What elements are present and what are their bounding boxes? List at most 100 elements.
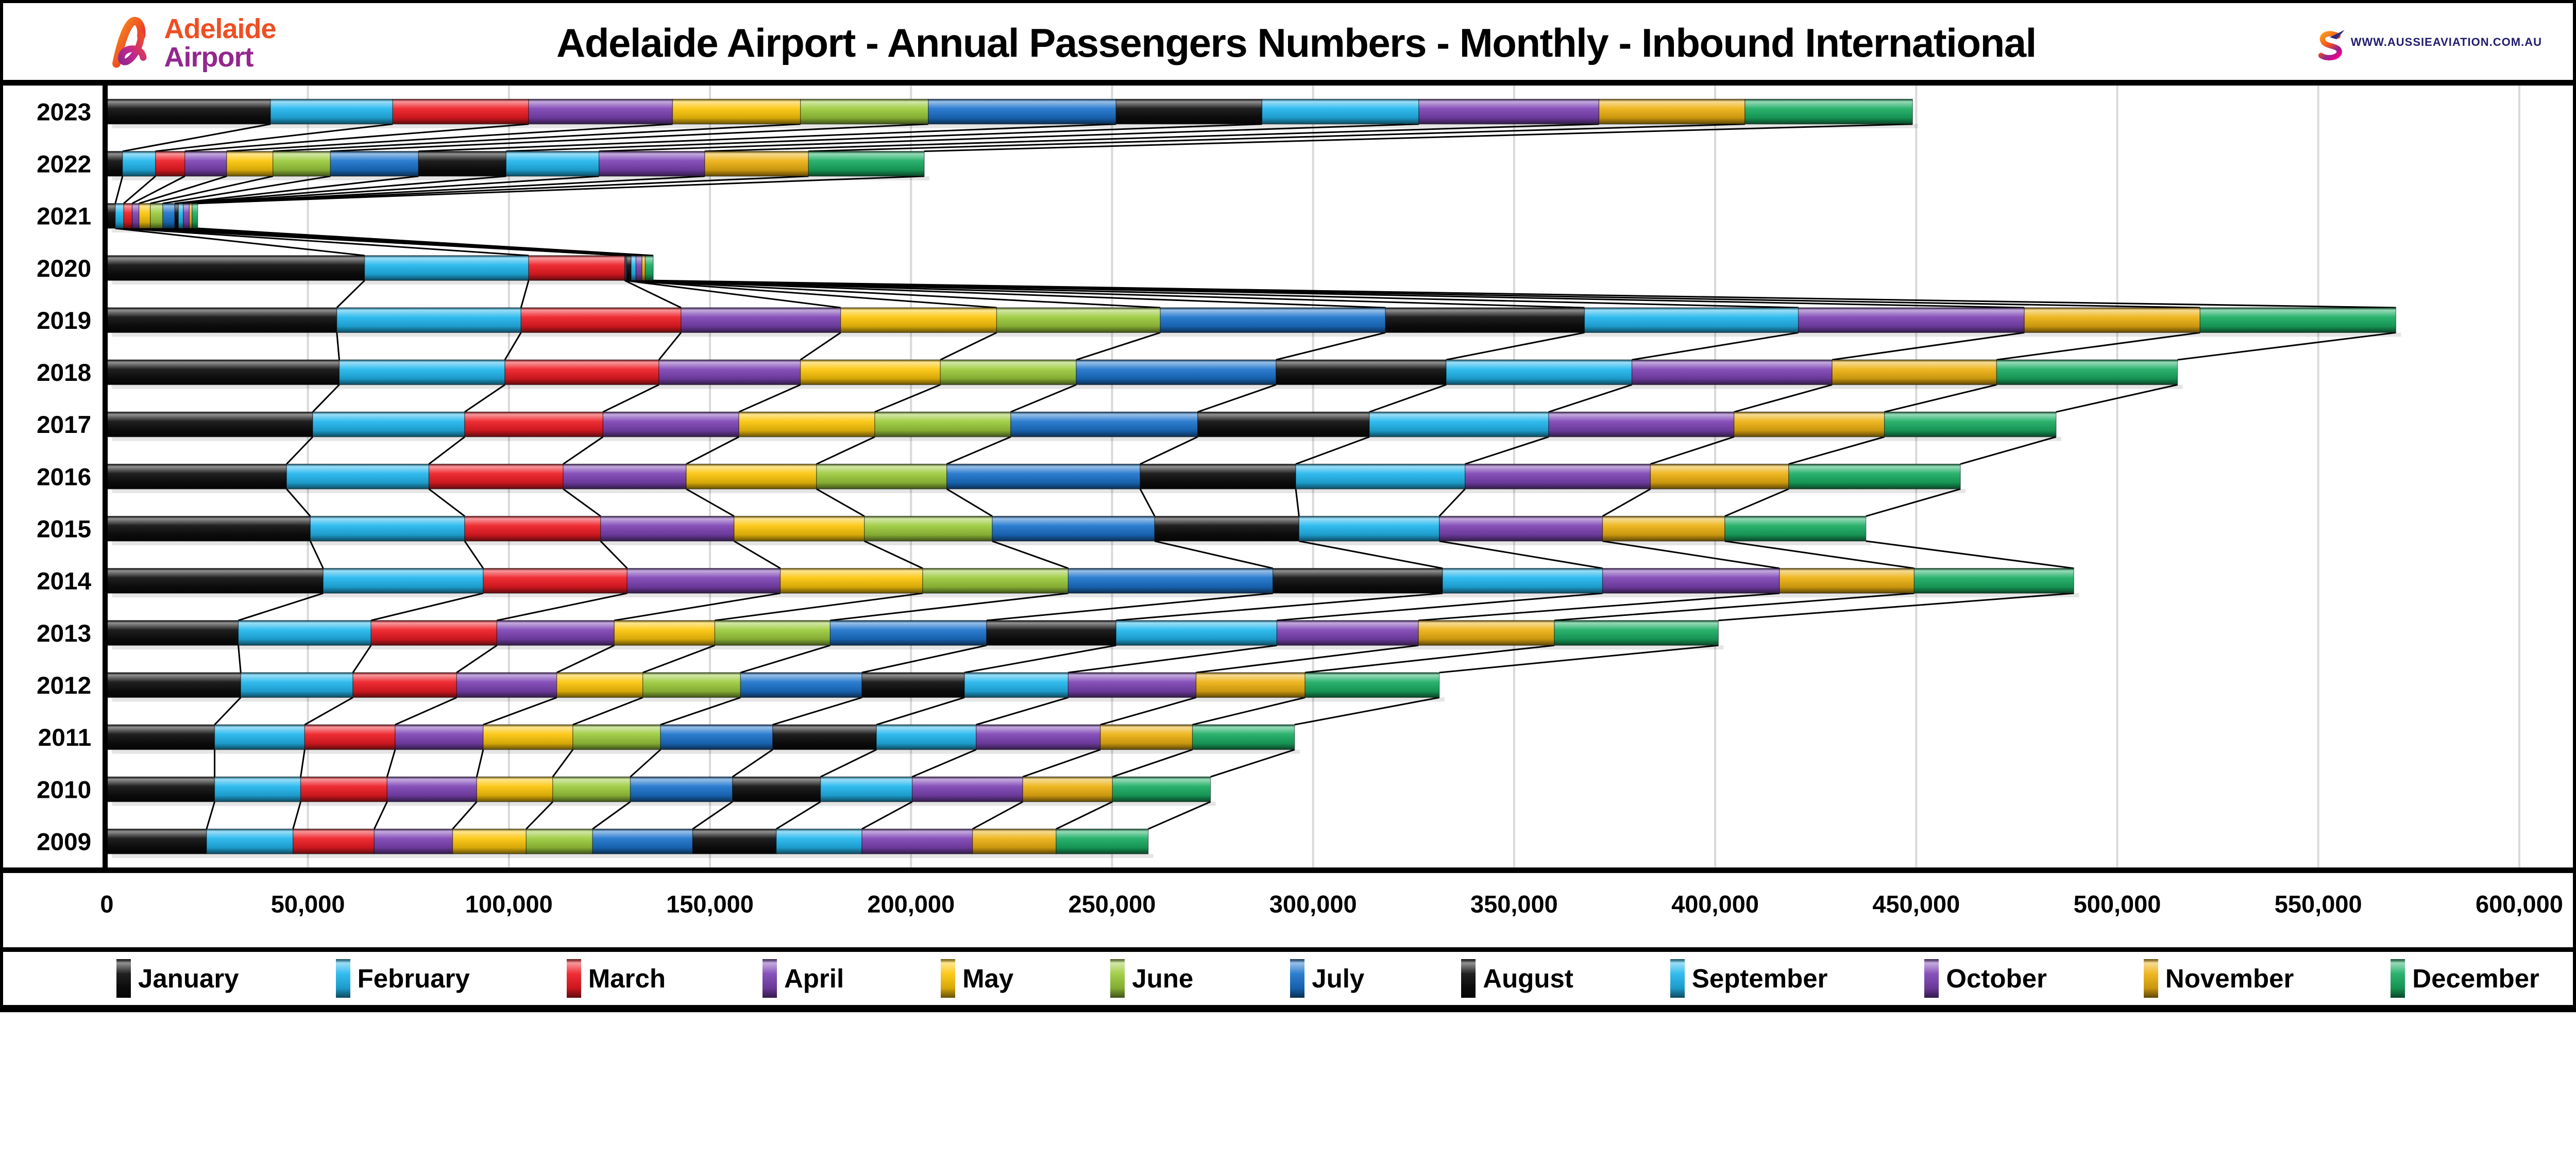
bar-segment-2014-april (626, 568, 781, 594)
series-line (556, 644, 615, 674)
bar-segment-2022-april (184, 150, 227, 177)
series-line (312, 384, 340, 413)
bar-segment-2022-july (330, 150, 419, 177)
series-line (1369, 384, 1447, 413)
series-line (352, 645, 372, 673)
series-line (600, 540, 628, 569)
bar-segment-2023-november (1598, 98, 1745, 125)
series-line (150, 175, 274, 205)
x-axis-label: 150,000 (666, 890, 754, 917)
series-line (1010, 384, 1077, 413)
series-line (924, 123, 1913, 153)
series-line (206, 801, 216, 829)
bar-segment-2022-december (808, 150, 925, 177)
series-line (1100, 696, 1196, 726)
bar-shadow (112, 332, 2401, 337)
x-axis-label: 600,000 (2476, 890, 2563, 917)
bar-segment-2016-february (286, 463, 430, 490)
series-line (1439, 644, 1719, 674)
series-line (184, 123, 529, 153)
series-line (1788, 436, 1885, 465)
aussie-aviation-logo: WWW.AUSSIEAVIATION.COM.AU (2316, 22, 2542, 65)
legend-item-october: October (1924, 959, 2047, 998)
bar-segment-2018-july (1076, 359, 1277, 386)
bar-segment-2014-march (483, 568, 628, 594)
series-line (1140, 436, 1198, 465)
bar-segment-2019-june (996, 307, 1161, 333)
y-axis-label-2021: 2021 (37, 203, 91, 230)
series-line (506, 123, 1262, 153)
legend-label: March (588, 963, 666, 993)
bar-segment-2023-july (928, 98, 1116, 125)
bar-segment-2023-march (392, 98, 529, 125)
y-axis-label-2009: 2009 (37, 828, 91, 856)
series-line (483, 696, 557, 726)
bar-segment-2017-august (1197, 411, 1370, 438)
series-line (1832, 331, 2025, 361)
bar-segment-2015-march (464, 515, 601, 542)
bar-segment-2010-september (820, 776, 913, 802)
bar-segment-2023-december (1744, 98, 1913, 125)
bar-segment-2012-january (106, 672, 241, 698)
bar-segment-2019-january (106, 307, 337, 333)
legend-item-september: September (1670, 959, 1827, 998)
series-line (715, 592, 923, 622)
series-line (192, 175, 809, 205)
bar-segment-2009-july (592, 828, 693, 854)
series-line (592, 801, 631, 830)
bar-segment-2014-october (1602, 568, 1780, 594)
bar-segment-2010-april (386, 776, 478, 802)
bar-segment-2012-november (1195, 672, 1306, 698)
series-line (864, 540, 923, 569)
bar-segment-2017-february (312, 411, 465, 438)
bar-segment-2013-september (1115, 620, 1278, 646)
x-axis-label: 400,000 (1671, 890, 1759, 917)
bar-segment-2017-march (464, 411, 604, 438)
bar-segment-2012-march (352, 672, 457, 698)
series-line (1210, 749, 1295, 778)
bar-shadow (112, 280, 659, 285)
aussie-aviation-url: WWW.AUSSIEAVIATION.COM.AU (2350, 36, 2542, 48)
bar-segment-2018-april (658, 359, 801, 386)
bar-segment-2018-august (1276, 359, 1447, 386)
bar-segment-2014-september (1442, 568, 1603, 594)
series-line (614, 592, 781, 622)
series-line (1294, 696, 1440, 726)
bar-segment-2015-february (310, 515, 465, 542)
series-line (162, 175, 331, 205)
legend-item-march: March (566, 959, 666, 998)
legend-item-february: February (335, 959, 470, 998)
bar-segment-2023-january (106, 98, 271, 125)
series-line (625, 279, 1161, 309)
stacked-bar-chart: 2023 2022 2021 2020 2019 2018 2017 2016 2015 2014… (3, 86, 2573, 917)
bar-segment-2019-april (681, 307, 841, 333)
bar-segment-2021-november (189, 203, 193, 229)
bar-segment-2020-november (641, 255, 646, 281)
logo-word-airport: Airport (164, 41, 254, 73)
bar-segment-2012-september (964, 672, 1069, 698)
bar-segment-2019-december (2199, 307, 2397, 333)
bar-segment-2021-april (131, 203, 140, 229)
legend-label: January (138, 963, 239, 993)
series-line (1299, 540, 1443, 569)
bar-segment-2023-april (528, 98, 673, 125)
page-title: Adelaide Airport - Annual Passengers Num… (556, 20, 2037, 66)
series-line (972, 801, 1023, 830)
bar-segment-2016-september (1295, 463, 1466, 490)
series-line (189, 175, 705, 205)
bar-segment-2009-april (374, 828, 453, 854)
bar-segment-2009-december (1056, 828, 1149, 854)
bar-segment-2023-may (672, 98, 801, 125)
bar-segment-2013-may (614, 620, 716, 646)
series-line (830, 592, 1069, 622)
series-line (816, 488, 865, 517)
y-axis-label-2017: 2017 (37, 411, 91, 439)
bar-segment-2014-june (922, 568, 1069, 594)
series-line (464, 541, 484, 569)
bar-segment-2015-may (734, 515, 865, 542)
series-line (395, 696, 457, 726)
adelaide-airport-wordmark: Adelaide Airport (164, 14, 277, 73)
series-line (1724, 540, 1914, 569)
series-line (115, 227, 365, 257)
x-axis-label: 50,000 (271, 890, 345, 917)
